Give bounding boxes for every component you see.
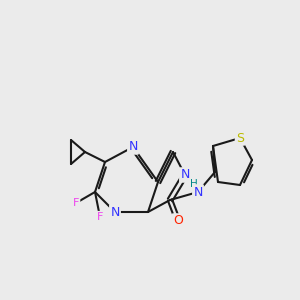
Text: N: N <box>180 169 190 182</box>
Text: N: N <box>110 206 120 218</box>
Text: F: F <box>73 198 79 208</box>
Text: F: F <box>97 212 103 222</box>
Text: N: N <box>128 140 138 154</box>
Text: O: O <box>173 214 183 227</box>
Text: S: S <box>236 131 244 145</box>
Text: N: N <box>193 185 203 199</box>
Text: H: H <box>190 179 198 189</box>
